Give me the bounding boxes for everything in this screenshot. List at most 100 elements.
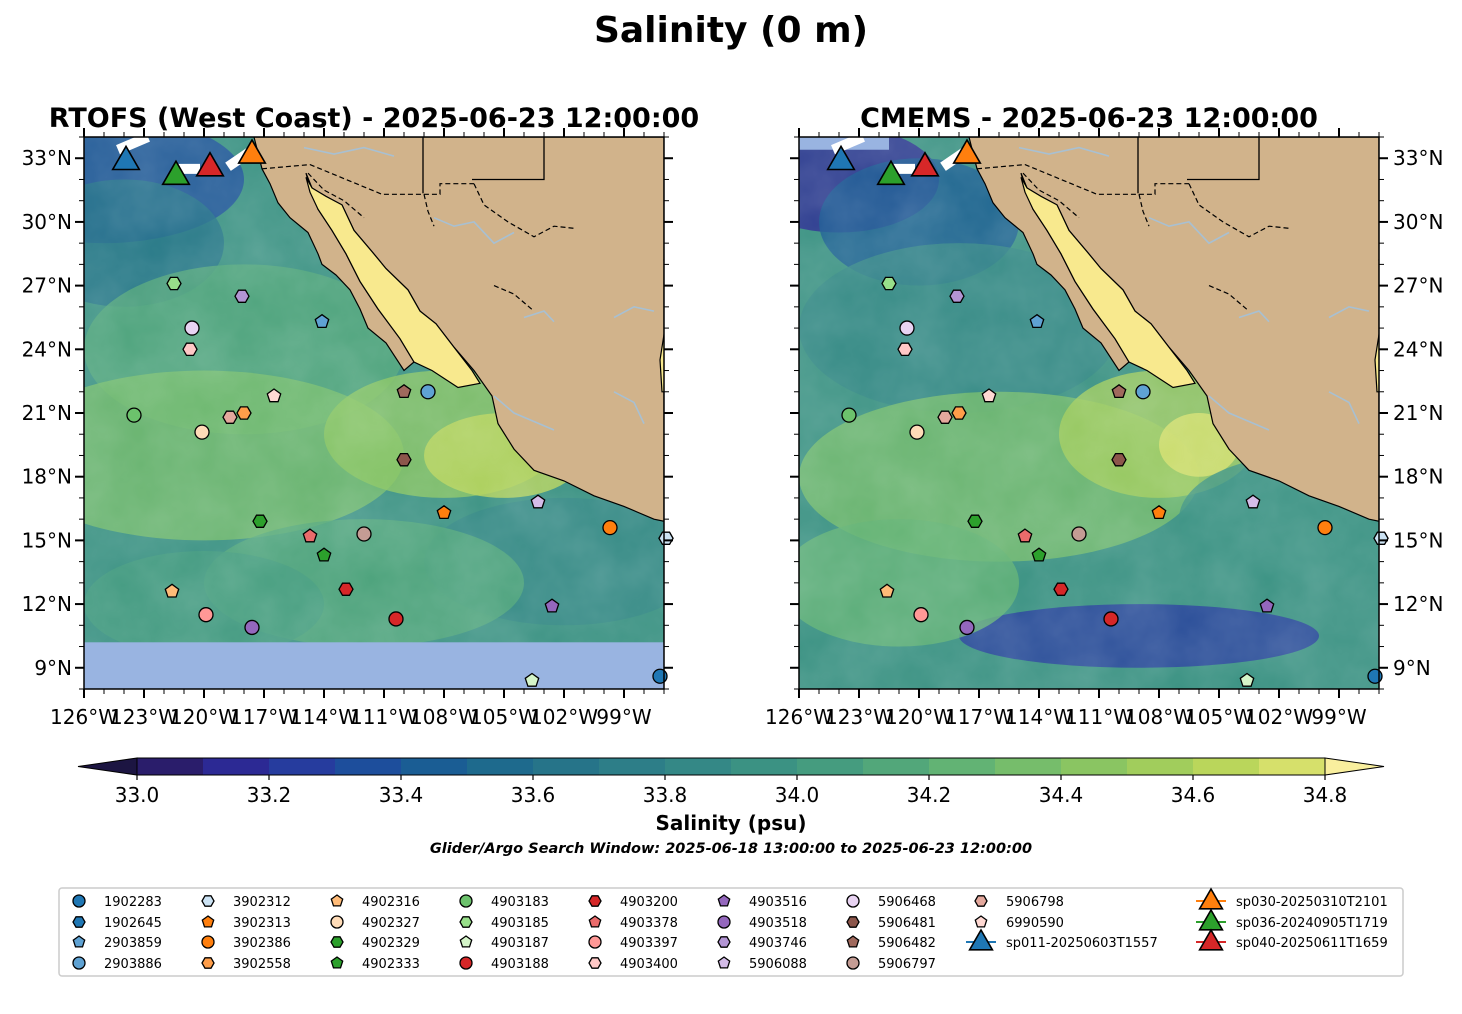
float-marker-5906482 xyxy=(1111,384,1127,399)
float-marker-4903397 xyxy=(198,607,214,623)
legend-marker-2903859 xyxy=(72,935,86,948)
legend-marker-1902283 xyxy=(72,894,86,908)
river xyxy=(1238,310,1270,323)
float-marker-4903378 xyxy=(1017,528,1033,543)
colorbar-tick-label: 34.2 xyxy=(907,783,952,807)
legend-label: 3902312 xyxy=(233,895,291,910)
float-marker-5906468 xyxy=(899,320,915,336)
colorbar-segment xyxy=(137,758,204,775)
float-marker-4902333 xyxy=(316,547,332,562)
y-tick-label: 18°N xyxy=(1393,465,1443,489)
colorbar-tick-label: 33.6 xyxy=(511,783,556,807)
legend-label: 4902333 xyxy=(362,957,420,972)
colorbar-segment xyxy=(863,758,930,775)
legend-label: 5906468 xyxy=(878,895,936,910)
glider-marker-sp040-20250611T1659 xyxy=(195,151,225,177)
legend-marker-4903187 xyxy=(459,935,473,948)
legend-marker-1902645 xyxy=(72,916,86,928)
float-marker-4903200 xyxy=(338,582,354,596)
legend-marker-3902558 xyxy=(201,957,215,969)
state-border xyxy=(976,163,1189,195)
x-tick-label: 102°W xyxy=(530,705,598,729)
legend-marker-3902313 xyxy=(201,915,215,928)
x-tick-label: 108°W xyxy=(1125,705,1193,729)
country-border xyxy=(1187,137,1260,181)
legend-glider-sp011-20250603T1557 xyxy=(968,928,994,951)
x-tick-label: 105°W xyxy=(1185,705,1253,729)
state-border xyxy=(423,194,435,227)
float-marker-3902312 xyxy=(658,531,674,545)
legend-label: 1902283 xyxy=(104,895,162,910)
float-marker-6990590 xyxy=(981,388,997,403)
legend-label: 3902386 xyxy=(233,936,291,951)
legend-marker-3902386 xyxy=(201,935,215,949)
y-tick-label: 15°N xyxy=(1393,528,1443,552)
x-tick-label: 99°W xyxy=(596,705,651,729)
legend-marker-4903183 xyxy=(459,894,473,908)
glider-track xyxy=(831,137,865,155)
state-border xyxy=(261,163,474,195)
map-panel-cmems: 126°W123°W120°W117°W114°W111°W108°W105°W… xyxy=(765,128,1443,729)
glider-marker-sp030-20250310T2101 xyxy=(237,138,267,164)
panel-title-cmems: CMEMS - 2025-06-23 12:00:00 xyxy=(860,103,1318,134)
x-tick-label: 126°W xyxy=(765,705,833,729)
legend-marker-4903378 xyxy=(588,915,602,928)
legend-label: 1902645 xyxy=(104,916,162,931)
float-marker-4903400 xyxy=(897,342,913,357)
legend-marker-4903746 xyxy=(717,936,731,948)
legend-label: sp040-20250611T1659 xyxy=(1236,936,1388,951)
x-tick-label: 123°W xyxy=(825,705,893,729)
legend-label: 4903200 xyxy=(620,895,678,910)
legend-label: 4902329 xyxy=(362,936,420,951)
x-tick-label: 126°W xyxy=(50,705,118,729)
x-tick-label: 123°W xyxy=(110,705,178,729)
river xyxy=(493,395,555,431)
colorbar-tick-label: 34.4 xyxy=(1039,783,1084,807)
legend-glider-sp040-20250611T1659 xyxy=(1198,928,1224,951)
float-marker-4903187 xyxy=(524,672,540,687)
float-marker-4903183 xyxy=(126,407,142,423)
figure-title: Salinity (0 m) xyxy=(594,10,868,51)
float-marker-2903859 xyxy=(1029,313,1045,329)
float-marker-3902312 xyxy=(1373,531,1389,545)
legend-marker-4903518 xyxy=(717,915,731,929)
float-marker-4903200 xyxy=(1053,582,1069,596)
float-marker-4903516 xyxy=(1259,598,1275,613)
legend-label: 2903859 xyxy=(104,936,162,951)
float-marker-4902316 xyxy=(879,583,895,598)
river xyxy=(1328,305,1370,319)
colorbar-frame xyxy=(136,757,1326,776)
colorbar-tick-label: 33.4 xyxy=(379,783,424,807)
colorbar-segment xyxy=(335,758,402,775)
y-tick-label: 27°N xyxy=(1393,274,1443,298)
float-marker-2903859 xyxy=(314,313,330,329)
colorbar-segment xyxy=(203,758,270,775)
float-marker-1902283 xyxy=(1367,668,1383,684)
float-marker-4902327 xyxy=(909,424,925,440)
x-tick-label: 117°W xyxy=(945,705,1013,729)
float-marker-4903185 xyxy=(166,276,182,291)
colorbar-tick-label: 34.8 xyxy=(1303,783,1348,807)
country-border xyxy=(472,137,545,181)
float-marker-4903187 xyxy=(1239,672,1255,687)
float-marker-5906797 xyxy=(1071,526,1087,542)
gulf-of-mexico-edge xyxy=(659,259,664,393)
state-border xyxy=(1022,172,1080,219)
river xyxy=(613,305,655,319)
legend-label: 3902558 xyxy=(233,957,291,972)
legend-marker-5906468 xyxy=(846,894,860,908)
x-tick-label: 114°W xyxy=(290,705,358,729)
legend-label: 2903886 xyxy=(104,957,162,972)
legend-label: 5906482 xyxy=(878,936,936,951)
y-tick-label: 12°N xyxy=(1393,592,1443,616)
legend-label: 4903378 xyxy=(620,916,678,931)
legend-label: 3902313 xyxy=(233,916,291,931)
legend-marker-4903516 xyxy=(717,894,731,907)
legend-label: 4903185 xyxy=(491,916,549,931)
legend-label: sp030-20250310T2101 xyxy=(1236,895,1388,910)
y-tick-label: 12°N xyxy=(22,592,72,616)
legend-marker-4903188 xyxy=(459,956,473,970)
float-marker-4903400 xyxy=(182,342,198,357)
nodata-band xyxy=(84,642,664,689)
